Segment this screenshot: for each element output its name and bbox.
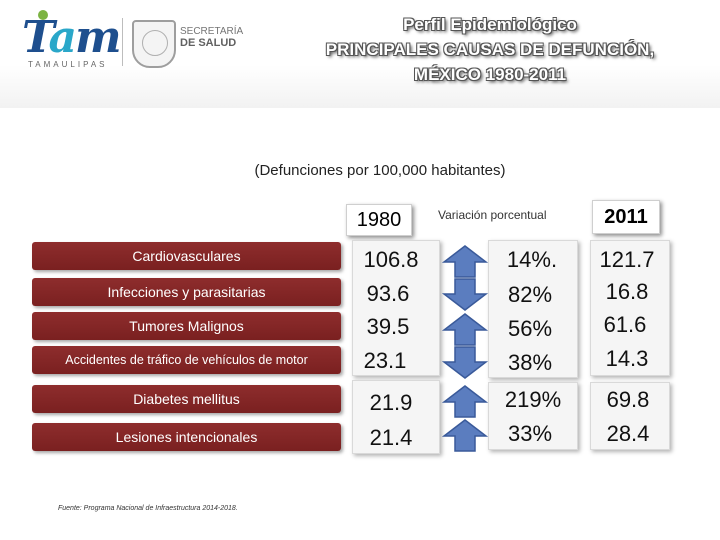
value-2011: 16.8: [605, 279, 649, 304]
value-1980: 21.9: [369, 390, 413, 415]
secretaria-line2: DE SALUD: [180, 37, 237, 49]
values-2011-panel-top: [590, 240, 670, 376]
arrow-up-icon: [442, 418, 488, 452]
title-line2: PRINCIPALES CAUSAS DE DEFUNCIÓN,: [325, 40, 655, 59]
secretaria-de-salud-label: SECRETARÍA DE SALUD: [180, 26, 243, 49]
secretaria-line1: SECRETARÍA: [180, 26, 244, 37]
value-2011: 14.3: [605, 346, 649, 371]
value-2011: 28.4: [606, 421, 650, 446]
source-note: Fuente: Programa Nacional de Infraestruc…: [58, 505, 238, 512]
variation-panel-top: [488, 240, 578, 378]
year-2011-header: 2011: [592, 200, 660, 234]
cause-label: Diabetes mellitus: [32, 385, 341, 413]
arrow-down-icon: [442, 346, 488, 380]
value-2011: 69.8: [606, 387, 650, 412]
variation-value: 14%.: [506, 247, 558, 272]
tamaulipas-logo: Tam TAMAULIPAS SECRETARÍA DE SALUD: [14, 8, 254, 78]
value-2011: 121.7: [599, 247, 655, 272]
subtitle: (Defunciones por 100,000 habitantes): [254, 162, 506, 179]
title-line1: Perfil Epidemiológico: [403, 15, 577, 34]
page-title: Perfil Epidemiológico PRINCIPALES CAUSAS…: [270, 12, 710, 87]
year-1980-header: 1980: [346, 204, 412, 236]
value-1980: 39.5: [366, 314, 410, 339]
logo-wordmark: Tam: [22, 12, 122, 63]
state-seal-icon: [132, 20, 176, 68]
title-line3: MÉXICO 1980-2011: [413, 65, 567, 84]
variation-value: 82%: [507, 282, 553, 307]
logo-dot-icon: [38, 10, 48, 20]
values-1980-panel-top: [352, 240, 440, 376]
value-2011: 61.6: [603, 312, 647, 337]
logo-divider: [122, 18, 123, 66]
variation-panel-bottom: [488, 382, 578, 450]
cause-label: Infecciones y parasitarias: [32, 278, 341, 306]
header-band: [0, 0, 720, 108]
cause-label: Lesiones intencionales: [32, 423, 341, 451]
value-1980: 93.6: [366, 281, 410, 306]
arrow-down-icon: [442, 278, 488, 312]
variation-header: Variación porcentual: [438, 208, 547, 222]
variation-value: 33%: [507, 421, 553, 446]
logo-subtext: TAMAULIPAS: [28, 60, 108, 69]
values-2011-panel-bottom: [590, 382, 670, 450]
variation-value: 219%: [504, 387, 562, 412]
values-1980-panel-bottom: [352, 380, 440, 454]
variation-value: 56%: [507, 316, 553, 341]
value-1980: 106.8: [363, 247, 419, 272]
value-1980: 21.4: [369, 425, 413, 450]
arrow-up-icon: [442, 312, 488, 346]
cause-label: Tumores Malignos: [32, 312, 341, 340]
arrow-up-icon: [442, 384, 488, 418]
variation-value: 38%: [507, 350, 553, 375]
value-1980: 23.1: [363, 348, 407, 373]
cause-label: Accidentes de tráfico de vehículos de mo…: [32, 346, 341, 374]
arrow-up-icon: [442, 244, 488, 278]
cause-label: Cardiovasculares: [32, 242, 341, 270]
